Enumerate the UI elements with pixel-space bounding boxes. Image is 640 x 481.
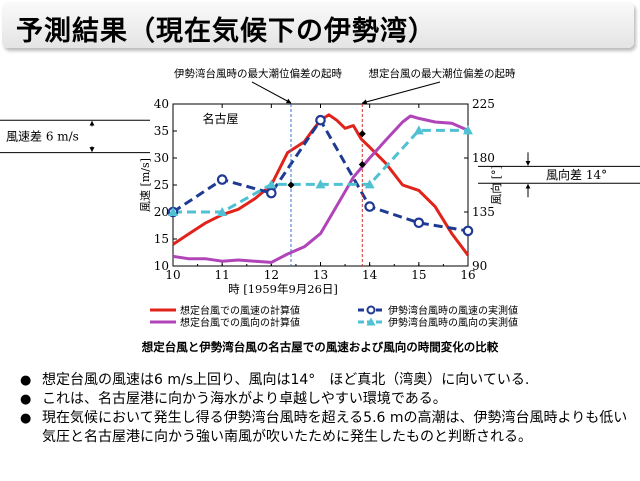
legend-label: 想定台風での風速の計算値 — [180, 304, 300, 317]
y-left-tick-label: 25 — [154, 178, 169, 192]
y-right-axis-label: 風向 [°] — [489, 165, 503, 205]
assumed-peak-label: 想定台風の最大潮位偏差の起時 — [369, 67, 516, 80]
bullet-list: 想定台風の風速は6 m/s上回り、風向は14° ほど真北（湾奥）に向いている. … — [18, 371, 630, 447]
series-line — [172, 113, 470, 257]
series-line — [172, 114, 469, 264]
data-point — [217, 207, 228, 216]
series-line — [173, 128, 468, 214]
x-tick-label: 15 — [411, 268, 426, 282]
y-left-tick-label: 10 — [154, 259, 169, 273]
legend-marker — [366, 305, 376, 315]
y-left-tick-label: 35 — [154, 124, 169, 138]
x-tick-label: 12 — [264, 268, 279, 282]
peak-marker — [358, 130, 366, 138]
y-left-tick-label: 20 — [154, 205, 169, 219]
x-tick-label: 14 — [362, 268, 378, 282]
data-point — [364, 179, 375, 189]
data-point — [364, 201, 375, 212]
isewan-peak-arrow — [251, 81, 292, 104]
legend-label: 伊勢湾台風時の風速の実測値 — [388, 304, 518, 317]
x-tick-label: 13 — [313, 268, 328, 282]
chart-caption: 想定台風と伊勢湾台風の名古屋での風速および風向の時間変化の比較 — [141, 340, 499, 354]
assumed-peak-arrow — [361, 81, 441, 105]
y-right-tick-label: 180 — [472, 151, 495, 165]
y-right-tick-label: 135 — [472, 205, 495, 219]
data-point — [266, 187, 277, 199]
y-left-axis-label: 風速 [m/s] — [139, 158, 152, 212]
peak-marker — [287, 181, 295, 189]
y-left-tick-label: 30 — [154, 151, 169, 165]
data-point — [463, 125, 473, 135]
dir-diff-label: 風向差 14° — [546, 167, 607, 182]
y-right-tick-label: 90 — [472, 259, 487, 273]
y-right-tick-label: 225 — [472, 97, 495, 111]
bullet-item: これは、名古屋港に向かう海水がより卓越しやすい環境である。 — [18, 390, 630, 409]
wind-chart: 10 11 12 13 14 15 16 10 15 20 25 30 35 40 90 135 180 225 時… — [0, 67, 640, 329]
x-tick-label: 10 — [165, 268, 180, 282]
isewan-peak-label: 伊勢湾台風時の最大潮位偏差の起時 — [174, 67, 342, 80]
legend-label: 伊勢湾台風時の風向の実測値 — [388, 316, 518, 329]
station-label: 名古屋 — [203, 111, 239, 126]
data-point — [266, 179, 277, 189]
y-left-tick-label: 15 — [154, 232, 169, 246]
series-line — [172, 118, 469, 233]
data-point — [216, 174, 228, 185]
legend-label: 想定台風での風向の計算値 — [180, 316, 300, 329]
data-point — [413, 217, 425, 229]
x-tick-label: 16 — [460, 268, 475, 282]
x-axis-label: 時 [1959年9月26日] — [228, 282, 338, 296]
slide-title-bar: 予測結果（現在気候下の伊勢湾） — [2, 2, 634, 48]
bullet-item: 想定台風の風速は6 m/s上回り、風向は14° ほど真北（湾奥）に向いている. — [18, 371, 630, 390]
data-point — [413, 125, 424, 135]
peak-marker — [358, 160, 366, 168]
data-point — [462, 225, 474, 237]
x-tick-label: 11 — [215, 268, 230, 282]
slide-title: 予測結果（現在気候下の伊勢湾） — [16, 16, 436, 47]
y-left-tick-label: 40 — [154, 97, 169, 111]
legend-marker — [366, 317, 376, 326]
data-point — [315, 114, 326, 126]
data-point — [168, 207, 178, 216]
bullet-item: 現在気候において発生し得る伊勢湾台風時を超える5.6 mの高潮は、伊勢湾台風時よ… — [18, 409, 630, 447]
speed-diff-label: 風速差 6 m/s — [6, 129, 79, 143]
data-point — [315, 179, 326, 189]
